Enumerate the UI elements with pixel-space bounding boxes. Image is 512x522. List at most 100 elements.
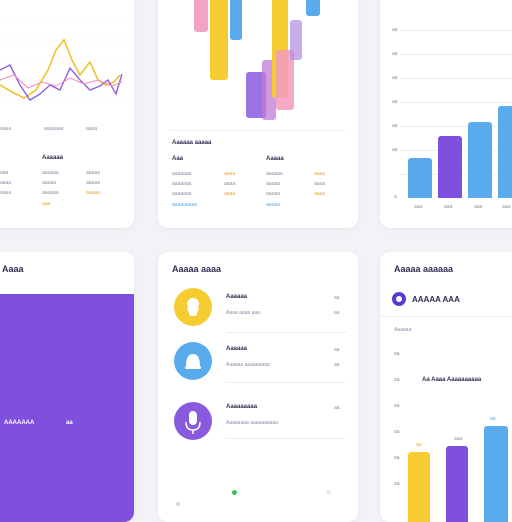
range-bar [276, 50, 294, 110]
table-cell: aaaa [0, 190, 12, 196]
table-cell: aaaaa [266, 202, 280, 208]
data-label: aa [490, 416, 496, 422]
line-series-yellow [0, 38, 121, 99]
list-item-avatar [174, 342, 212, 380]
bell-icon [185, 354, 201, 369]
gridline [400, 30, 512, 31]
y-tick: aa [392, 99, 398, 105]
list-item-title: Aaaaaa [226, 294, 248, 300]
table-cell: aaaa [224, 171, 236, 177]
stat-panel: AAAAAAA aa [0, 294, 134, 522]
range-bar [194, 0, 208, 32]
x-tick: aaa [414, 204, 423, 210]
list-item-value: aa [334, 310, 340, 316]
y-tick: aa [394, 429, 400, 435]
list-item-value: aa [334, 405, 340, 411]
y-tick: aa [392, 75, 398, 81]
range-bar [290, 20, 302, 60]
range-bar [246, 72, 266, 118]
divider [226, 382, 346, 383]
table-cell: aaaaa [86, 180, 100, 186]
table-cell: aaaaaa [42, 190, 59, 196]
column-heading: Aaaaa [266, 156, 284, 162]
table-cell: aaaa [224, 181, 236, 187]
table-cell: aaaaaa [42, 170, 59, 176]
card-heading: Aaaaaa [42, 155, 64, 161]
line-series-pink [0, 74, 123, 89]
table-cell: aaa [0, 170, 9, 176]
column-heading: Aaa [172, 156, 184, 162]
line-chart [0, 19, 125, 101]
chart-title: Aa Aaaa Aaaaaaaaaa [422, 377, 482, 383]
bar [408, 452, 430, 522]
y-tick: aa [394, 377, 400, 383]
chart-subtitle: Aaaaaa [394, 327, 412, 333]
y-tick: aa [394, 351, 400, 357]
data-label: aa [416, 442, 422, 448]
table-cell: aaaaaaa [172, 191, 192, 197]
card-heading: Aaaaaa aaaaa [172, 140, 212, 146]
bar [446, 446, 468, 522]
card-heading: Aaaa [2, 264, 24, 274]
mic-icon [185, 411, 201, 434]
bar [498, 106, 512, 198]
range-bar [230, 0, 242, 40]
gridline [400, 78, 512, 79]
bar [468, 122, 492, 198]
line-series-purple [0, 64, 123, 101]
indicator-dot [326, 490, 331, 495]
list-item-avatar [174, 288, 212, 326]
data-label: aaa [454, 436, 463, 442]
list-item-sub: Aaaaaa aaaaaaaaa [226, 362, 270, 368]
table-cell: aaaa [224, 191, 236, 197]
x-tick: aaa [444, 204, 453, 210]
divider [226, 332, 346, 333]
list-item-value: aa [334, 295, 340, 301]
cupcake-icon [187, 298, 199, 316]
divider [170, 130, 346, 131]
range-bars-card: Aaaaaa aaaaa Aaa Aaaaa aaaaaaa aaaa aaaa… [158, 0, 358, 228]
axis-label: aaaa [0, 126, 12, 132]
table-cell: aaaaaaa [172, 171, 192, 177]
table-cell: aaaa [314, 181, 326, 187]
badge-icon [392, 292, 406, 306]
x-tick: aaa [502, 204, 511, 210]
bar-chart-card: aa aa aa aa aa aa a aaa aaa aaa aaa [380, 0, 512, 228]
list-item-title: Aaaaaa [226, 346, 248, 352]
bar [438, 136, 462, 198]
y-tick: aa [394, 403, 400, 409]
table-cell: aaaaa [86, 190, 100, 196]
axis-label: aaaa [86, 126, 98, 132]
list-item-value: aa [334, 347, 340, 353]
stat-value: aa [66, 420, 73, 426]
list-item-sub: Aaaaaaaa aaaaaaaaaa [226, 420, 278, 426]
table-cell: aaaaa [42, 180, 56, 186]
table-cell: aaaaaaaaa [172, 202, 198, 208]
gridline [400, 102, 512, 103]
table-cell: aaaa [314, 171, 326, 177]
badge-label: AAAAA AAA [412, 295, 460, 304]
indicator-dot[interactable] [232, 490, 237, 495]
card-heading: Aaaaa aaaaaa [394, 264, 454, 274]
badge-dot [396, 296, 402, 302]
indicator-dot [176, 502, 180, 506]
list-item-value: aa [334, 362, 340, 368]
y-tick: aa [392, 27, 398, 33]
list-item-title: Aaaaaaaaa [226, 404, 258, 410]
axis-label: aaaaaaa [44, 126, 64, 132]
divider [226, 438, 346, 439]
y-tick: aa [394, 455, 400, 461]
table-cell: aaaaa [86, 170, 100, 176]
table-cell: aaaaaaa [172, 181, 192, 187]
gridline [400, 54, 512, 55]
y-tick: aa [392, 51, 398, 57]
table-cell: aaaaaa [266, 171, 283, 177]
range-bar [306, 0, 320, 16]
stat-card: Aaaa AAAAAAA aa [0, 252, 134, 522]
y-tick: aa [394, 481, 400, 487]
line-chart-card: aaaa aaaaaaa aaaa Aaaaaa aaa aaaaaa aaaa… [0, 0, 134, 228]
table-cell: aaaaa [266, 191, 280, 197]
range-bar [210, 0, 228, 80]
table-cell: aaaaa [266, 181, 280, 187]
y-tick: aa [392, 123, 398, 129]
